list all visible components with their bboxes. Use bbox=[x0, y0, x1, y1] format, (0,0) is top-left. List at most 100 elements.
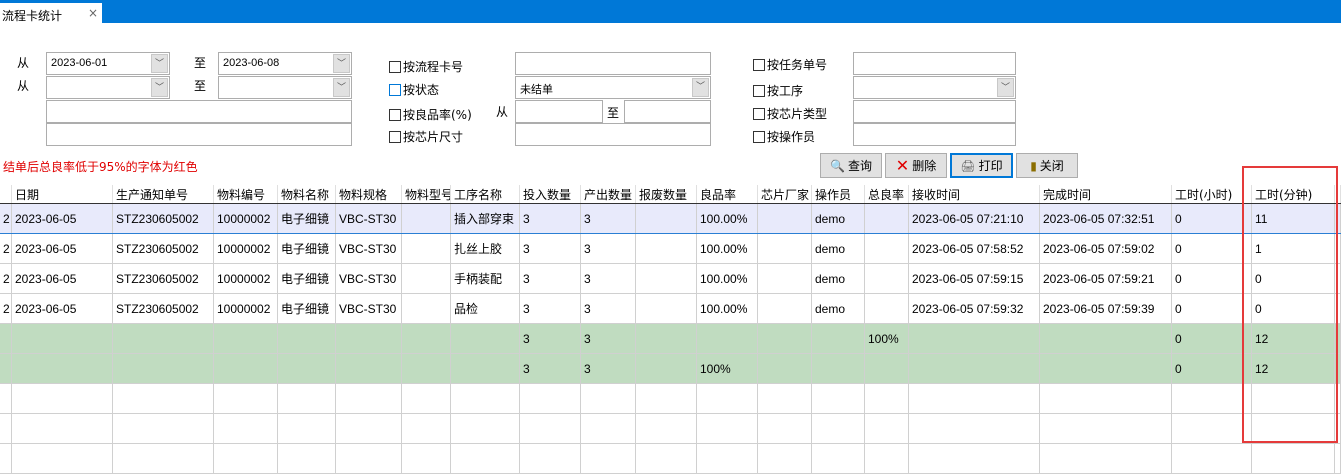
chip-size-input[interactable] bbox=[515, 123, 711, 146]
text-input-2[interactable] bbox=[46, 123, 352, 146]
table-cell: 扎丝上胶 bbox=[451, 234, 520, 263]
checkbox-task-no[interactable]: 按任务单号 bbox=[753, 56, 827, 73]
table-cell: 电子细镜 bbox=[278, 264, 336, 293]
table-cell bbox=[278, 324, 336, 353]
column-header[interactable]: 物料编号 bbox=[214, 185, 278, 203]
delete-button[interactable]: ✕ 删除 bbox=[885, 153, 947, 178]
checkbox-status[interactable]: 按状态 bbox=[389, 81, 439, 98]
query-button[interactable]: 🔍 查询 bbox=[820, 153, 882, 178]
text-input-1[interactable] bbox=[46, 100, 352, 123]
table-cell bbox=[758, 234, 812, 263]
table-cell bbox=[812, 384, 865, 413]
table-row[interactable] bbox=[0, 444, 1341, 474]
column-header[interactable]: 完成时间 bbox=[1040, 185, 1172, 203]
column-header[interactable]: 生产通知单号 bbox=[113, 185, 214, 203]
table-cell: 品检 bbox=[451, 294, 520, 323]
checkbox-chip-type[interactable]: 按芯片类型 bbox=[753, 105, 827, 122]
chevron-down-icon[interactable]: ﹀ bbox=[151, 78, 168, 97]
close-icon[interactable]: × bbox=[87, 6, 98, 20]
table-cell: 3 bbox=[581, 264, 636, 293]
checkbox-label: 按良品率(%) bbox=[403, 108, 472, 122]
chevron-down-icon[interactable]: ﹀ bbox=[333, 54, 350, 73]
table-cell: 100% bbox=[865, 324, 909, 353]
column-header[interactable]: 物料名称 bbox=[278, 185, 336, 203]
column-header[interactable]: 物料规格 bbox=[336, 185, 402, 203]
column-header[interactable]: 投入数量 bbox=[520, 185, 581, 203]
checkbox-card-no[interactable]: 按流程卡号 bbox=[389, 58, 463, 75]
checkbox-operator[interactable]: 按操作员 bbox=[753, 128, 815, 145]
status-select[interactable]: 未结单 ﹀ bbox=[515, 76, 711, 99]
process-select[interactable]: ﹀ bbox=[853, 76, 1016, 99]
column-header[interactable]: 日期 bbox=[12, 185, 113, 203]
table-cell: 0 bbox=[1172, 204, 1252, 233]
column-header[interactable]: 芯片厂家 bbox=[758, 185, 812, 203]
table-cell: 2023-06-05 07:59:32 bbox=[909, 294, 1040, 323]
table-cell: demo bbox=[812, 264, 865, 293]
chevron-down-icon[interactable]: ﹀ bbox=[692, 78, 709, 97]
table-cell bbox=[758, 294, 812, 323]
table-cell: 100.00% bbox=[697, 294, 758, 323]
table-cell: 0 bbox=[1172, 294, 1252, 323]
table-cell: 2023-06-05 07:59:39 bbox=[1040, 294, 1172, 323]
table-cell bbox=[636, 444, 697, 473]
print-button[interactable]: 🖨 打印 bbox=[950, 153, 1013, 178]
checkbox-process[interactable]: 按工序 bbox=[753, 82, 803, 99]
table-cell bbox=[697, 384, 758, 413]
table-row[interactable]: 2 2023-06-05 STZ230605002 10000002 电子细镜 VBC-S… bbox=[0, 264, 1341, 294]
chevron-down-icon[interactable]: ﹀ bbox=[333, 78, 350, 97]
date-to-select[interactable]: 2023-06-08 ﹀ bbox=[218, 52, 352, 75]
table-cell bbox=[1252, 414, 1335, 443]
checkbox-yield[interactable]: 按良品率(%) bbox=[389, 106, 472, 123]
table-row[interactable]: 3 3 100% 0 12 bbox=[0, 324, 1341, 354]
table-cell bbox=[278, 384, 336, 413]
yield-to-input[interactable] bbox=[624, 100, 711, 123]
date-from-select[interactable]: 2023-06-01 ﹀ bbox=[46, 52, 170, 75]
exit-door-icon: ▮ bbox=[1030, 158, 1037, 173]
table-row[interactable] bbox=[0, 384, 1341, 414]
date2-to-select[interactable]: ﹀ bbox=[218, 76, 352, 99]
chevron-down-icon[interactable]: ﹀ bbox=[997, 78, 1014, 97]
column-header[interactable]: 工序名称 bbox=[451, 185, 520, 203]
table-row[interactable]: 2 2023-06-05 STZ230605002 10000002 电子细镜 VBC-S… bbox=[0, 204, 1341, 234]
yield-from-input[interactable] bbox=[515, 100, 603, 123]
table-cell bbox=[12, 324, 113, 353]
table-cell: demo bbox=[812, 234, 865, 263]
column-header[interactable]: 报废数量 bbox=[636, 185, 697, 203]
column-header[interactable]: 良品率 bbox=[697, 185, 758, 203]
column-header[interactable]: 物料型号 bbox=[402, 185, 451, 203]
table-cell bbox=[520, 384, 581, 413]
checkbox-chip-size[interactable]: 按芯片尺寸 bbox=[389, 128, 463, 145]
date-to-value: 2023-06-08 bbox=[223, 57, 280, 69]
card-no-input[interactable] bbox=[515, 52, 711, 75]
table-cell: 电子细镜 bbox=[278, 294, 336, 323]
column-header[interactable]: 工时(分钟) bbox=[1252, 185, 1335, 203]
column-header[interactable]: 产出数量 bbox=[581, 185, 636, 203]
column-header[interactable] bbox=[0, 185, 12, 203]
table-row[interactable]: 3 3 100% 0 12 bbox=[0, 354, 1341, 384]
table-cell bbox=[402, 204, 451, 233]
table-cell: 2023-06-05 bbox=[12, 234, 113, 263]
table-cell bbox=[1040, 444, 1172, 473]
table-cell bbox=[812, 324, 865, 353]
tab-flow-card-stats[interactable]: 流程卡统计 × bbox=[0, 3, 102, 23]
task-no-input[interactable] bbox=[853, 52, 1016, 75]
table-cell bbox=[1252, 384, 1335, 413]
date2-from-select[interactable]: ﹀ bbox=[46, 76, 170, 99]
operator-input[interactable] bbox=[853, 123, 1016, 146]
chip-type-input[interactable] bbox=[853, 100, 1016, 123]
column-header[interactable]: 总良率 bbox=[865, 185, 909, 203]
close-button[interactable]: ▮ 关闭 bbox=[1016, 153, 1078, 178]
table-row[interactable]: 2 2023-06-05 STZ230605002 10000002 电子细镜 VBC-S… bbox=[0, 234, 1341, 264]
column-header[interactable]: 工时(小时) bbox=[1172, 185, 1252, 203]
table-cell bbox=[865, 204, 909, 233]
table-cell: 3 bbox=[581, 324, 636, 353]
chevron-down-icon[interactable]: ﹀ bbox=[151, 54, 168, 73]
table-cell: 100.00% bbox=[697, 204, 758, 233]
table-cell bbox=[451, 414, 520, 443]
table-cell bbox=[402, 354, 451, 383]
table-row[interactable] bbox=[0, 414, 1341, 444]
table-cell: 插入部穿束 bbox=[451, 204, 520, 233]
column-header[interactable]: 接收时间 bbox=[909, 185, 1040, 203]
table-row[interactable]: 2 2023-06-05 STZ230605002 10000002 电子细镜 VBC-S… bbox=[0, 294, 1341, 324]
column-header[interactable]: 操作员 bbox=[812, 185, 865, 203]
